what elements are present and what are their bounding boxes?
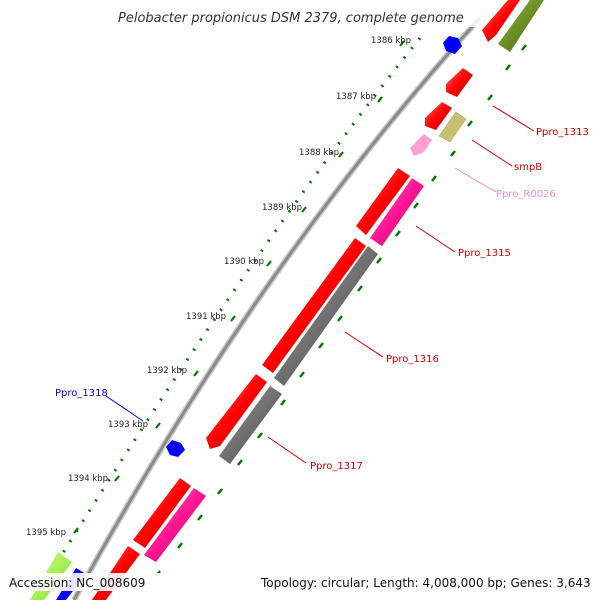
gene-label-smpb[interactable]: smpB xyxy=(514,162,542,173)
gene-label-ppro-1317[interactable]: Ppro_1317 xyxy=(310,461,363,472)
feature-cds-red-mid[interactable] xyxy=(206,374,267,449)
feature-cds-top-red[interactable] xyxy=(482,0,520,42)
feature-cds-ppro-1314[interactable] xyxy=(425,102,452,130)
tick-1389 xyxy=(301,206,307,213)
scale-major-ticks xyxy=(73,40,405,534)
title-backdrop xyxy=(112,7,484,27)
scale-dotted-line xyxy=(38,37,422,591)
gene-label-ppro-1315[interactable]: Ppro_1315 xyxy=(458,248,511,259)
leader-ppro-1317 xyxy=(267,436,307,464)
tick-1395 xyxy=(73,527,79,534)
leader-lines xyxy=(105,105,535,464)
feature-cds-ppro-1315[interactable] xyxy=(370,178,424,246)
scale-label-1393: 1393 kbp xyxy=(108,420,148,430)
scale-label-1389: 1389 kbp xyxy=(262,203,302,213)
scale-label-1388: 1388 kbp xyxy=(299,148,339,158)
repeat-markers xyxy=(166,36,462,457)
tick-1391 xyxy=(230,315,236,322)
scale-label-1392: 1392 kbp xyxy=(147,366,187,376)
tick-1392 xyxy=(193,370,199,377)
feature-cds-magenta-low[interactable] xyxy=(144,488,206,562)
gene-label-ppro-r0026[interactable]: Ppro_R0026 xyxy=(496,189,556,200)
feature-cds-red-long[interactable] xyxy=(262,238,366,373)
genome-summary-text: Topology: circular; Length: 4,008,000 bp… xyxy=(260,576,591,590)
tick-1394 xyxy=(114,475,120,482)
scale-label-1391: 1391 kbp xyxy=(186,312,226,322)
scale-label-1386: 1386 kbp xyxy=(371,36,411,46)
feature-cds-smpb[interactable] xyxy=(438,111,467,143)
outer-track-dashes xyxy=(155,44,527,577)
leader-ppro-r0026 xyxy=(454,167,497,193)
feature-cds-ppro-1317[interactable] xyxy=(219,386,282,464)
tick-1390 xyxy=(266,260,272,267)
leader-smpb xyxy=(471,139,513,167)
gene-label-ppro-1316[interactable]: Ppro_1316 xyxy=(386,354,439,365)
gene-labels: Ppro_1313 smpB Ppro_R0026 Ppro_1315 Ppro… xyxy=(55,127,589,472)
footer-left-backdrop xyxy=(4,573,162,591)
gene-label-ppro-1318[interactable]: Ppro_1318 xyxy=(55,388,108,399)
leader-ppro-1313 xyxy=(492,105,535,132)
tick-1386 xyxy=(399,40,405,47)
feature-cds-top-olive[interactable] xyxy=(498,0,544,52)
tick-1388 xyxy=(338,151,344,158)
leader-ppro-1318 xyxy=(105,395,144,422)
footer-right-backdrop xyxy=(256,573,596,591)
scale-label-1390: 1390 kbp xyxy=(224,257,264,267)
leader-ppro-1315 xyxy=(415,225,456,253)
feature-cds-ppro-1316[interactable] xyxy=(274,246,378,386)
scale-label-1394: 1394 kbp xyxy=(68,474,108,484)
tick-1393 xyxy=(155,422,161,429)
feature-rna-ppro-r0026[interactable] xyxy=(410,134,432,156)
feature-cds-ppro-1315-red[interactable] xyxy=(356,168,410,235)
tick-1387 xyxy=(377,96,383,103)
map-title: Pelobacter propionicus DSM 2379, complet… xyxy=(118,11,464,26)
accession-text: Accession: NC_008609 xyxy=(9,576,145,590)
genome-backbone-shadow xyxy=(71,15,483,600)
feature-track xyxy=(30,0,544,600)
scale-label-1387: 1387 kbp xyxy=(336,92,376,102)
repeat-marker-top[interactable] xyxy=(443,36,462,54)
scale-label-1395: 1395 kbp xyxy=(26,528,66,538)
leader-ppro-1316 xyxy=(344,331,384,358)
repeat-marker-ppro-1318[interactable] xyxy=(166,440,185,457)
gene-label-ppro-1313[interactable]: Ppro_1313 xyxy=(536,127,589,138)
scale-labels: 1386 kbp 1387 kbp 1388 kbp 1389 kbp 1390… xyxy=(26,36,411,538)
feature-cds-red-low[interactable] xyxy=(133,478,191,548)
feature-cds-ppro-1313[interactable] xyxy=(446,68,473,97)
genome-backbone xyxy=(72,16,482,600)
